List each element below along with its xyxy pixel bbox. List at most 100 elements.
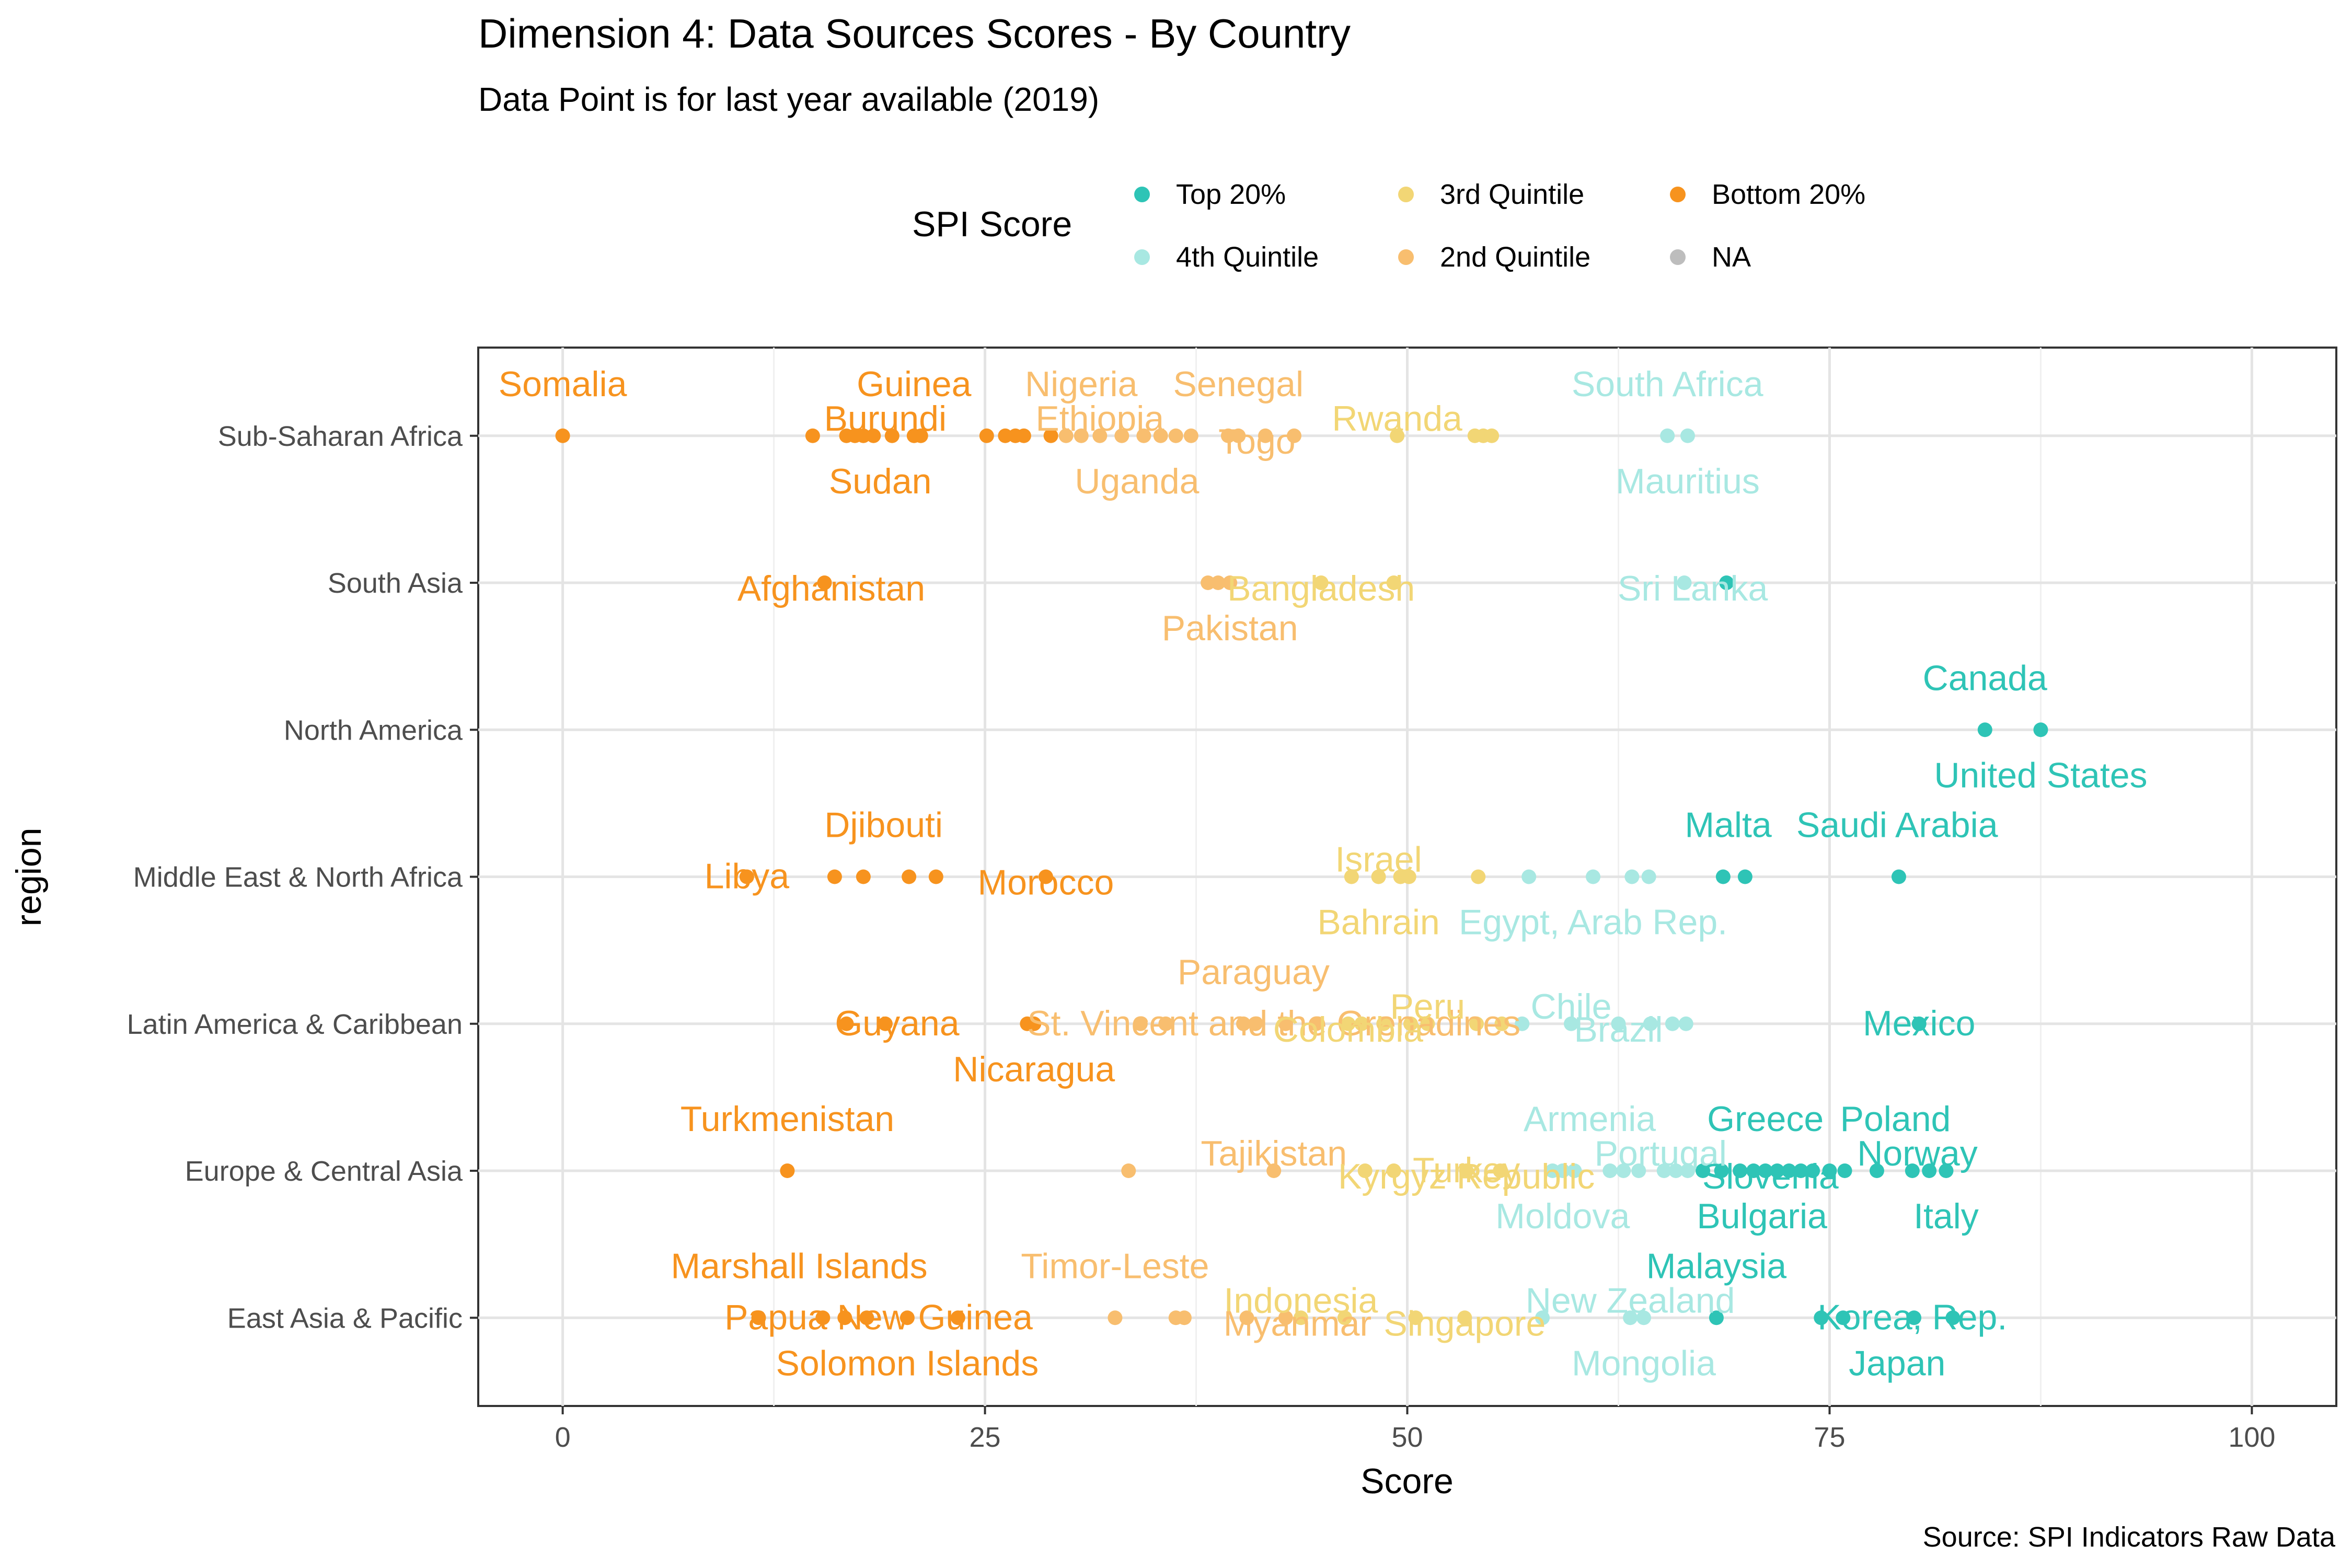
y-tick-label: Europe & Central Asia <box>185 1156 463 1187</box>
country-label-ethiopia: Ethiopia <box>1035 399 1164 439</box>
country-label-armenia: Armenia <box>1524 1099 1656 1139</box>
country-label-norway: Norway <box>1857 1134 1978 1173</box>
legend-label: Bottom 20% <box>1712 179 1866 210</box>
point-sub-saharan-africa-2nd-quintile <box>1231 428 1246 443</box>
point-sub-saharan-africa-2nd-quintile <box>1220 428 1236 443</box>
point-east-asia-pacific-top-20 <box>1907 1310 1922 1325</box>
point-europe-central-asia-3rd-quintile <box>1459 1163 1474 1178</box>
point-north-america-top-20 <box>2033 722 2048 737</box>
country-label-united-states: United States <box>1934 755 2147 795</box>
point-europe-central-asia-4th-quintile <box>1668 1163 1684 1178</box>
point-middle-east-north-africa-bottom-20 <box>1038 869 1053 884</box>
country-label-bahrain: Bahrain <box>1317 903 1439 942</box>
point-east-asia-pacific-2nd-quintile <box>1177 1310 1192 1325</box>
point-middle-east-north-africa-4th-quintile <box>1641 869 1656 884</box>
country-label-colombia: Colombia <box>1273 1010 1423 1050</box>
point-north-america-top-20 <box>1977 722 1992 737</box>
country-label-tajikistan: Tajikistan <box>1201 1134 1347 1173</box>
point-europe-central-asia-top-20 <box>1922 1163 1937 1178</box>
y-tick-label: Sub-Saharan Africa <box>218 421 463 452</box>
point-middle-east-north-africa-3rd-quintile <box>1471 869 1486 884</box>
point-sub-saharan-africa-2nd-quintile <box>1092 428 1108 443</box>
point-latin-america-caribbean-3rd-quintile <box>1403 1016 1418 1031</box>
x-tick-label: 50 <box>1391 1422 1423 1453</box>
point-east-asia-pacific-4th-quintile <box>1623 1310 1638 1325</box>
point-south-asia-2nd-quintile <box>1210 575 1226 590</box>
point-europe-central-asia-top-20 <box>1869 1163 1884 1178</box>
point-latin-america-caribbean-4th-quintile <box>1563 1016 1578 1031</box>
country-label-marshall-islands: Marshall Islands <box>671 1246 927 1286</box>
point-europe-central-asia-bottom-20 <box>780 1163 795 1178</box>
legend-key-na <box>1670 249 1686 265</box>
point-east-asia-pacific-bottom-20 <box>950 1310 965 1325</box>
legend-key-3rd-quintile <box>1398 187 1414 202</box>
point-latin-america-caribbean-bottom-20 <box>1027 1016 1042 1031</box>
point-middle-east-north-africa-bottom-20 <box>739 869 754 884</box>
country-label-turkey: Turkey <box>1413 1150 1520 1190</box>
country-label-korea-rep: Korea, Rep. <box>1817 1297 2007 1337</box>
point-middle-east-north-africa-4th-quintile <box>1521 869 1537 884</box>
point-europe-central-asia-top-20 <box>1805 1163 1820 1178</box>
legend-key-icon <box>1398 249 1414 265</box>
point-europe-central-asia-3rd-quintile <box>1386 1163 1401 1178</box>
point-east-asia-pacific-4th-quintile <box>1535 1310 1550 1325</box>
country-label-mongolia: Mongolia <box>1572 1343 1716 1383</box>
point-europe-central-asia-4th-quintile <box>1631 1163 1646 1178</box>
legend-label: Top 20% <box>1176 179 1286 210</box>
country-label-moldova: Moldova <box>1495 1196 1630 1236</box>
point-sub-saharan-africa-4th-quintile <box>1660 428 1675 443</box>
country-label-rwanda: Rwanda <box>1332 399 1462 439</box>
point-east-asia-pacific-bottom-20 <box>837 1310 852 1325</box>
legend-key-icon <box>1134 187 1150 202</box>
legend-key-bottom-20 <box>1670 187 1686 202</box>
country-label-greece: Greece <box>1707 1099 1824 1139</box>
point-latin-america-caribbean-4th-quintile <box>1611 1016 1626 1031</box>
legend-label: 2nd Quintile <box>1440 241 1591 273</box>
y-tick-label: Latin America & Caribbean <box>127 1009 463 1040</box>
point-latin-america-caribbean-4th-quintile <box>1665 1016 1680 1031</box>
point-europe-central-asia-4th-quintile <box>1555 1163 1570 1178</box>
point-sub-saharan-africa-bottom-20 <box>979 428 994 443</box>
point-sub-saharan-africa-2nd-quintile <box>1114 428 1129 443</box>
legend-key-4th-quintile <box>1134 249 1150 265</box>
country-label-guinea: Guinea <box>857 364 971 404</box>
x-tick-label: 0 <box>555 1422 571 1453</box>
legend-label: 4th Quintile <box>1176 241 1319 273</box>
point-sub-saharan-africa-bottom-20 <box>1016 428 1031 443</box>
country-label-timor-leste: Timor-Leste <box>1021 1246 1209 1286</box>
point-east-asia-pacific-3rd-quintile <box>1293 1310 1308 1325</box>
country-label-saudi-arabia: Saudi Arabia <box>1796 805 1998 845</box>
x-tick-label: 25 <box>970 1422 1001 1453</box>
chart-caption: Source: SPI Indicators Raw Data <box>1922 1521 2335 1553</box>
country-label-bulgaria: Bulgaria <box>1697 1196 1827 1236</box>
point-europe-central-asia-top-20 <box>1793 1163 1808 1178</box>
point-east-asia-pacific-2nd-quintile <box>1239 1310 1254 1325</box>
point-latin-america-caribbean-top-20 <box>1911 1016 1927 1031</box>
point-sub-saharan-africa-2nd-quintile <box>1286 428 1301 443</box>
point-europe-central-asia-top-20 <box>1714 1163 1729 1178</box>
country-label-paraguay: Paraguay <box>1178 952 1330 992</box>
y-tick-label: North America <box>284 714 463 746</box>
point-south-asia-top-20 <box>1719 575 1734 590</box>
country-label-mexico: Mexico <box>1863 1004 1975 1043</box>
point-sub-saharan-africa-4th-quintile <box>1680 428 1695 443</box>
country-label-italy: Italy <box>1913 1196 1979 1236</box>
country-label-portugal: Portugal <box>1595 1134 1727 1173</box>
country-label-indonesia: Indonesia <box>1224 1281 1378 1320</box>
legend-key-icon <box>1134 249 1150 265</box>
point-east-asia-pacific-top-20 <box>1945 1310 1961 1325</box>
point-europe-central-asia-top-20 <box>1939 1163 1954 1178</box>
point-europe-central-asia-4th-quintile <box>1545 1163 1560 1178</box>
point-latin-america-caribbean-2nd-quintile <box>1133 1016 1148 1031</box>
point-latin-america-caribbean-2nd-quintile <box>1236 1016 1251 1031</box>
point-europe-central-asia-top-20 <box>1905 1163 1920 1178</box>
legend-label: NA <box>1712 241 1751 273</box>
country-label-kyrgyz-republic: Kyrgyz Republic <box>1338 1157 1595 1196</box>
y-tick-label: Middle East & North Africa <box>133 862 463 893</box>
legend-key-icon <box>1398 187 1414 202</box>
country-label-brazil: Brazil <box>1574 1010 1663 1050</box>
gridlines <box>478 348 2336 1406</box>
point-europe-central-asia-4th-quintile <box>1616 1163 1631 1178</box>
x-axis-title: Score <box>1361 1461 1454 1501</box>
country-label-bangladesh: Bangladesh <box>1227 569 1415 608</box>
